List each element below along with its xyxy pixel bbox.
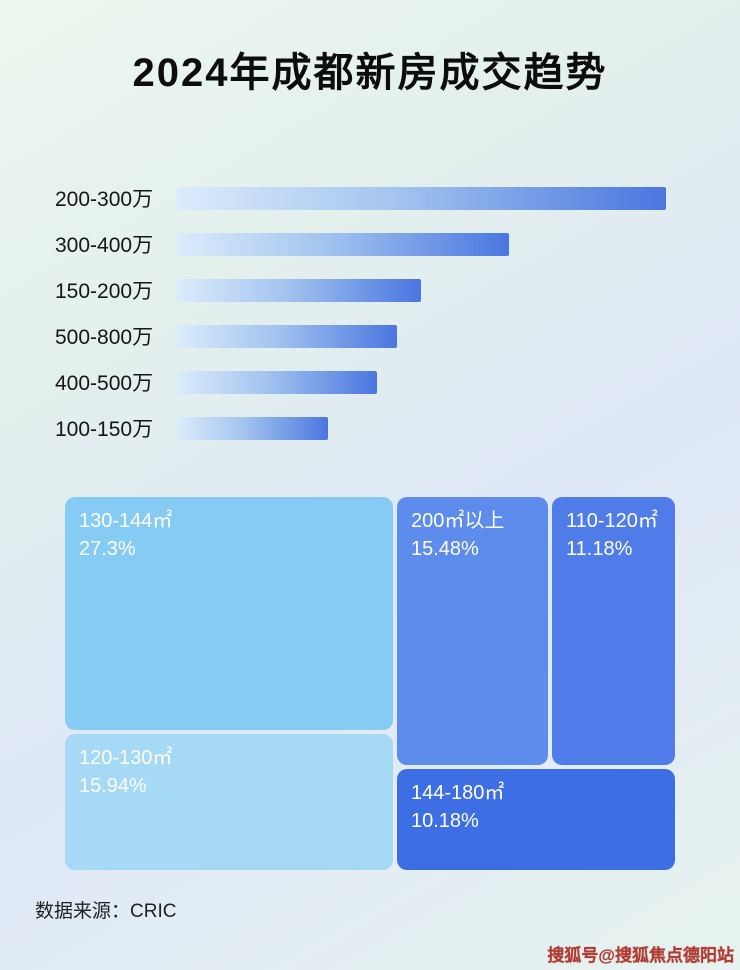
treemap-block-text: 110-120㎡ 11.18% xyxy=(552,497,675,573)
treemap-block-label: 130-144㎡ xyxy=(79,510,173,532)
bar xyxy=(176,186,666,210)
treemap-block-text: 200㎡以上 15.48% xyxy=(397,497,548,573)
data-source-label: 数据来源：CRIC xyxy=(35,901,177,922)
bar-category-label: 100-150万 xyxy=(55,418,154,441)
bar-track xyxy=(176,324,666,348)
treemap-block-144-180: 144-180㎡ 10.18% xyxy=(397,769,675,870)
treemap-block-130-144: 130-144㎡ 27.3% xyxy=(65,497,393,730)
bar xyxy=(176,324,397,348)
bar-row: 200-300万 xyxy=(0,175,740,221)
bar-row: 300-400万 xyxy=(0,221,740,267)
treemap-block-value: 15.48% xyxy=(411,538,479,560)
bar-track xyxy=(176,232,666,256)
bar-track xyxy=(176,416,666,440)
treemap-block-value: 10.18% xyxy=(411,810,479,832)
bar xyxy=(176,278,421,302)
treemap-block-value: 15.94% xyxy=(79,775,147,797)
treemap-block-label: 110-120㎡ xyxy=(566,510,658,532)
bar-category-label: 500-800万 xyxy=(55,326,154,349)
bar-row: 150-200万 xyxy=(0,267,740,313)
treemap-block-text: 130-144㎡ 27.3% xyxy=(65,497,393,573)
treemap-block-value: 27.3% xyxy=(79,538,136,560)
treemap-block-label: 144-180㎡ xyxy=(411,782,505,804)
watermark-text: 搜狐号@搜狐焦点德阳站 xyxy=(547,946,734,965)
treemap-block-120-130: 120-130㎡ 15.94% xyxy=(65,734,393,870)
treemap-block-110-120: 110-120㎡ 11.18% xyxy=(552,497,675,765)
bar xyxy=(176,232,510,256)
bar xyxy=(176,416,328,440)
bar-row: 400-500万 xyxy=(0,359,740,405)
bar-track xyxy=(176,186,666,210)
bar-category-label: 400-500万 xyxy=(55,372,154,395)
treemap-block-label: 120-130㎡ xyxy=(79,747,173,769)
bar-track xyxy=(176,370,666,394)
price-range-bar-chart: 200-300万 300-400万 150-200万 500-800万 400-… xyxy=(0,175,740,451)
bar-track xyxy=(176,278,666,302)
bar-category-label: 200-300万 xyxy=(55,188,154,211)
treemap-block-value: 11.18% xyxy=(566,538,633,560)
bar-row: 100-150万 xyxy=(0,405,740,451)
unit-size-treemap: 130-144㎡ 27.3% 200㎡以上 15.48% 110-120㎡ 11… xyxy=(65,497,675,870)
bar xyxy=(176,370,377,394)
treemap-block-200-plus: 200㎡以上 15.48% xyxy=(397,497,548,765)
treemap-block-text: 144-180㎡ 10.18% xyxy=(397,769,675,845)
bar-category-label: 300-400万 xyxy=(55,234,154,257)
bar-row: 500-800万 xyxy=(0,313,740,359)
page-title: 2024年成都新房成交趋势 xyxy=(132,51,608,95)
treemap-block-text: 120-130㎡ 15.94% xyxy=(65,734,393,810)
bar-category-label: 150-200万 xyxy=(55,280,154,303)
treemap-block-label: 200㎡以上 xyxy=(411,510,505,532)
